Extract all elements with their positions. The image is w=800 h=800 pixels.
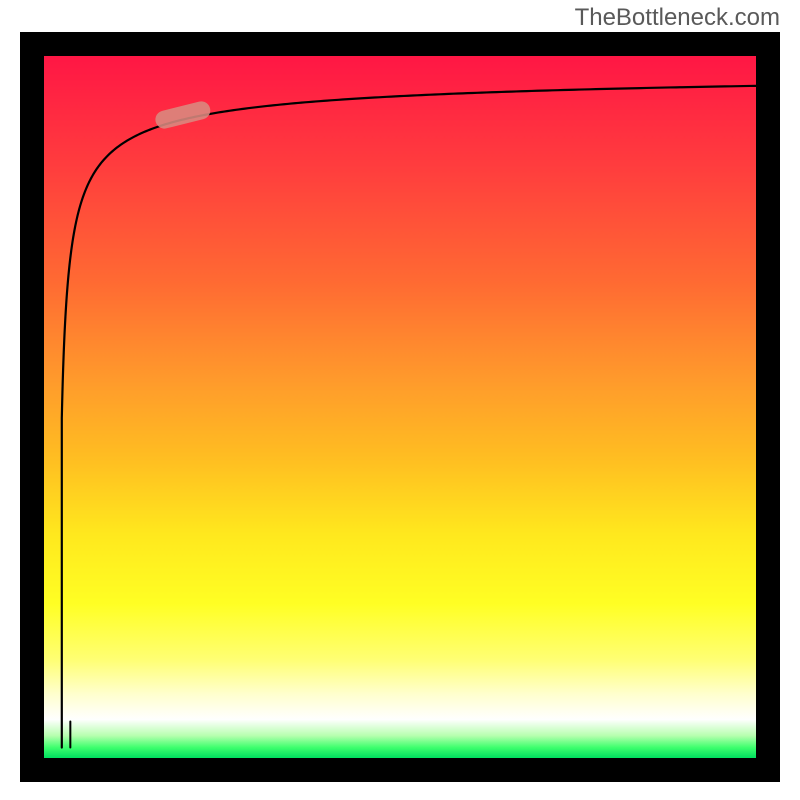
highlight-pill: [153, 99, 212, 130]
frame-border-right: [756, 32, 780, 782]
primary-curve: [62, 86, 756, 748]
plot-area: [44, 56, 756, 758]
frame-border-left: [20, 32, 44, 782]
frame-border-top: [20, 32, 780, 56]
plot-overlay-svg: [44, 56, 756, 758]
frame-border-bottom: [20, 758, 780, 782]
figure-stage: TheBottleneck.com: [0, 0, 800, 800]
watermark-text: TheBottleneck.com: [575, 4, 780, 32]
